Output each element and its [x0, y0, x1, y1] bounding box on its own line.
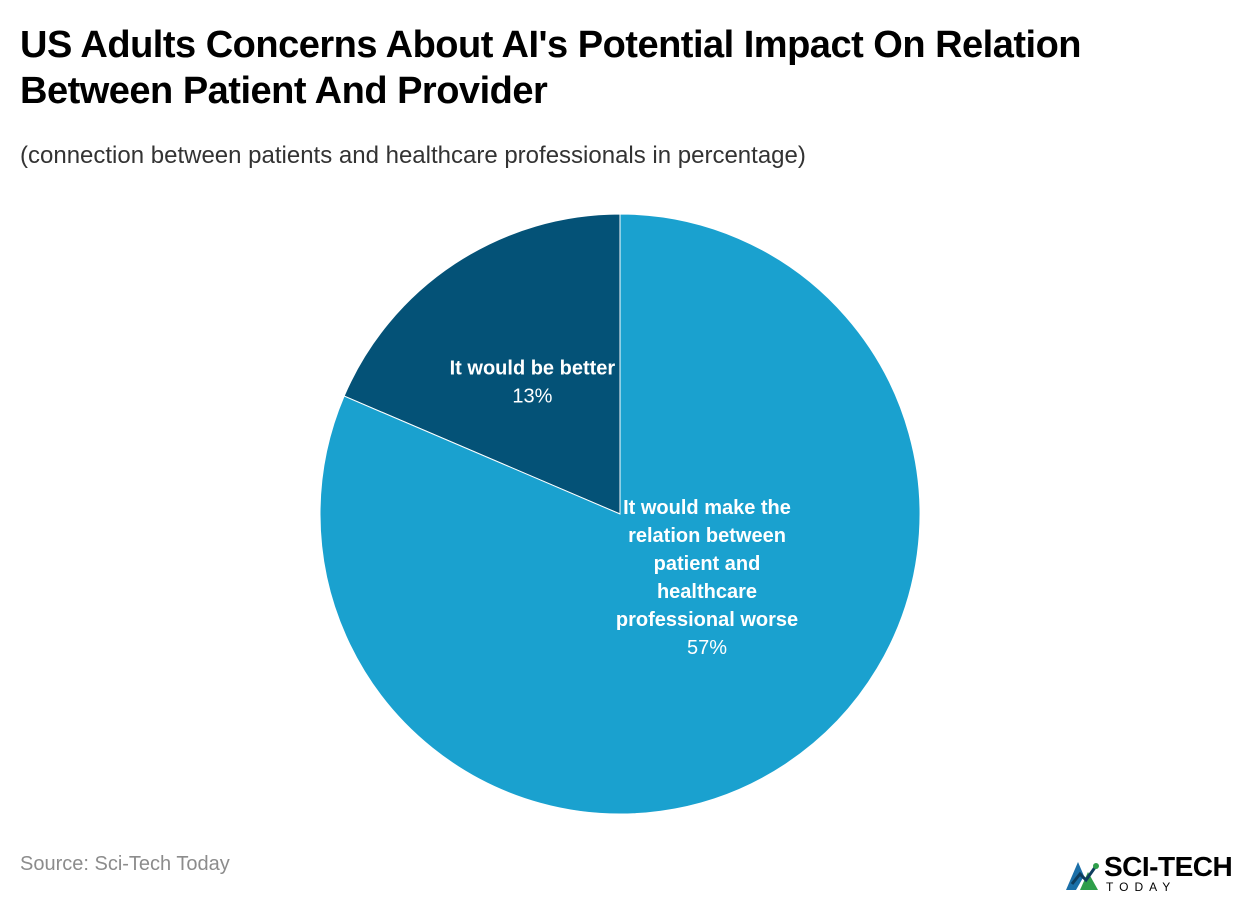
logo-tagline: TODAY [1106, 880, 1177, 894]
slice-label-1: It would make the relation between patient… [616, 497, 798, 659]
pie-chart-svg: It would be better 13% It would make the re… [319, 213, 921, 815]
slice-label-text: patient and [654, 553, 761, 575]
slice-label-text: professional worse [616, 609, 798, 631]
slice-label-text: It would make the [623, 497, 791, 519]
pie-slice-0 [343, 213, 621, 515]
slice-label-text: It would be better [450, 357, 616, 379]
slice-value-label: 13% [512, 385, 552, 407]
chart-subtitle: (connection between patients and healthc… [20, 142, 806, 169]
source-note: Source: Sci-Tech Today [20, 853, 230, 875]
chart-title: US Adults Concerns About AI's Potential … [20, 24, 1082, 112]
slice-label-0: It would be better 13% [450, 357, 616, 407]
logo-name: SCI-TECH [1104, 851, 1233, 882]
brand-logo: SCI-TECH TODAY [1062, 850, 1238, 896]
pie-chart: It would be better 13% It would make the re… [0, 190, 1240, 840]
slice-label-text: healthcare [657, 581, 757, 603]
sci-tech-logo-icon [1066, 862, 1099, 890]
slice-label-text: relation between [628, 525, 786, 547]
slice-value-label: 57% [687, 637, 727, 659]
pie-slice-1 [319, 213, 921, 815]
